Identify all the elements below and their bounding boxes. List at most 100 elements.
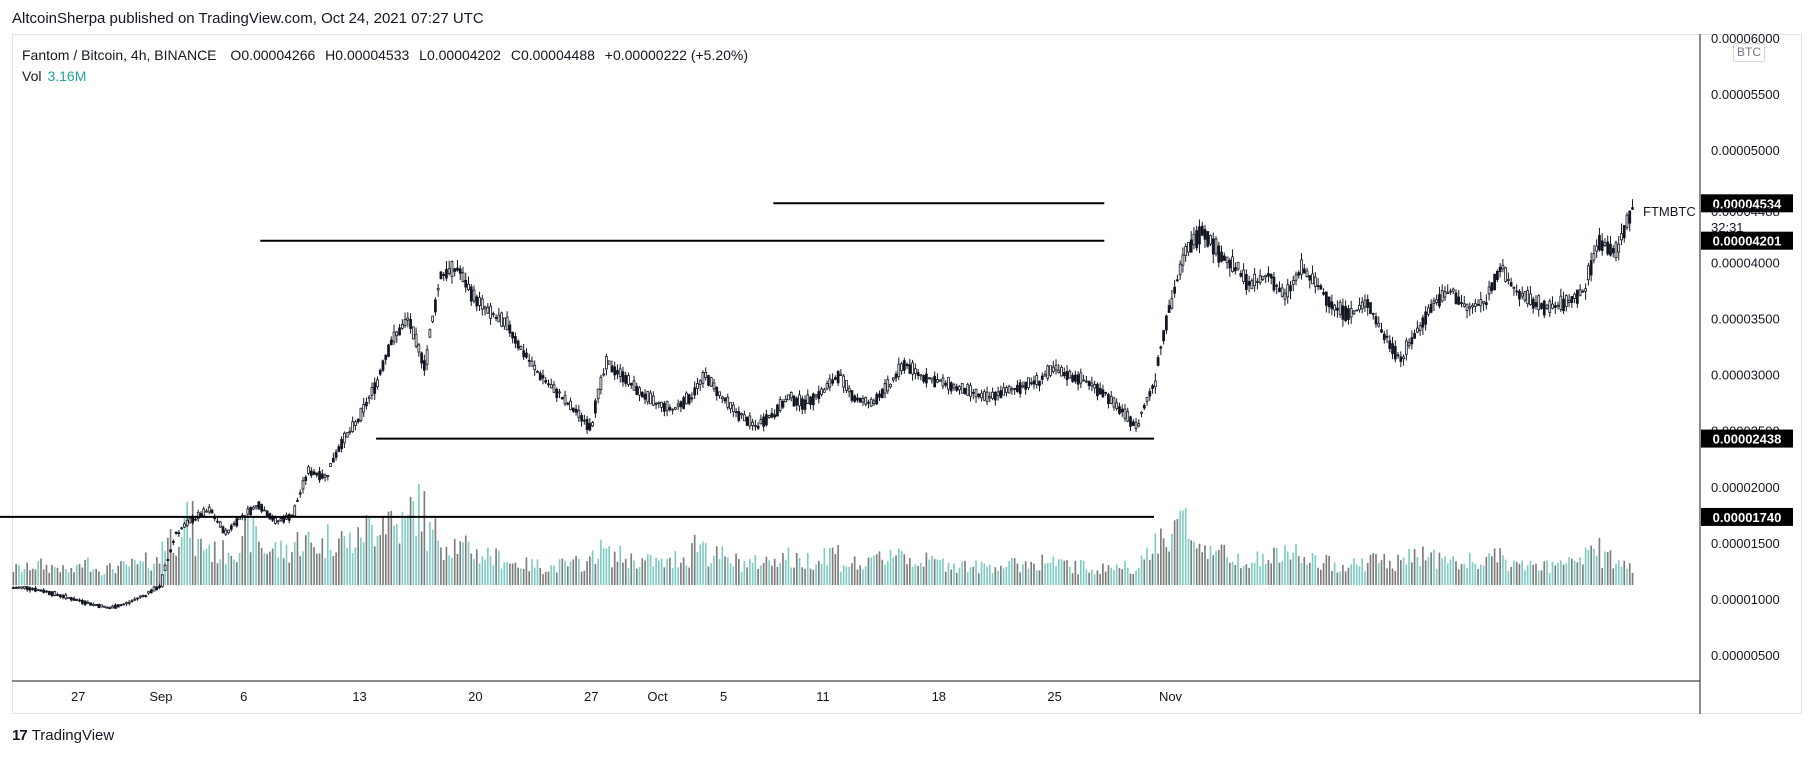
candle-body (519, 346, 523, 350)
candle-body (1071, 375, 1074, 382)
candle-body (1542, 300, 1546, 316)
volume-bar (917, 565, 919, 585)
candle-body (1021, 385, 1025, 388)
volume-bar (859, 565, 862, 585)
candle-body (392, 331, 396, 343)
volume-bar (327, 524, 329, 585)
candle-body (194, 518, 197, 521)
volume-bar (1532, 564, 1535, 585)
volume-bar (757, 568, 759, 585)
candle-body (1269, 274, 1273, 279)
volume-bar (503, 562, 506, 585)
candle-body (67, 597, 70, 599)
candle-body (1267, 273, 1270, 277)
candle-body (1507, 278, 1510, 281)
candle-body (265, 510, 269, 517)
candle-body (86, 601, 90, 604)
candle-body (1559, 295, 1563, 310)
candle-body (563, 395, 567, 405)
volume-bar (1388, 560, 1391, 585)
candle-body (1195, 230, 1199, 249)
legend-close-label: C (510, 47, 521, 63)
candle-body (781, 401, 785, 408)
candle-body (704, 372, 708, 378)
candle-body (119, 604, 123, 607)
candle-body (1228, 260, 1232, 269)
candle-body (527, 359, 531, 362)
volume-bar (837, 545, 839, 585)
volume-bar (473, 558, 475, 585)
volume-bar (1008, 560, 1010, 585)
legend-high: 0.00004533 (335, 47, 410, 63)
volume-bar (106, 565, 108, 585)
volume-bar (663, 567, 666, 585)
candle-body (177, 532, 181, 535)
volume-bar (817, 560, 820, 585)
volume-bar (831, 547, 834, 585)
volume-bar (191, 501, 194, 585)
volume-bar (1598, 537, 1601, 585)
volume-bar (150, 570, 153, 585)
volume-bar (710, 562, 713, 585)
candle-body (246, 508, 250, 515)
volume-bar (555, 572, 558, 585)
candle-body (1156, 357, 1160, 366)
candle-body (365, 401, 368, 407)
volume-bar (459, 541, 462, 585)
candle-body (1609, 243, 1612, 256)
volume-bar (773, 558, 776, 585)
candle-body (665, 401, 669, 412)
volume-bar (274, 542, 277, 585)
candle-body (1371, 313, 1375, 315)
volume-bar (219, 559, 222, 585)
volume-bar (1446, 563, 1449, 585)
candle-body (1468, 306, 1472, 309)
volume-bar (1419, 565, 1421, 585)
candle-body (152, 586, 156, 592)
volume-bar (1537, 570, 1540, 585)
volume-bar (84, 559, 86, 585)
candle-body (993, 391, 997, 401)
volume-bar (804, 568, 806, 585)
candle-body (450, 260, 454, 277)
tradingview-logo[interactable]: 17 TradingView (12, 727, 114, 744)
candle-body (1016, 384, 1019, 392)
volume-bar (735, 553, 737, 585)
legend-volume-value: 3.16M (47, 68, 87, 84)
volume-bar (147, 567, 150, 585)
volume-bar (53, 567, 56, 585)
candle-body (1600, 240, 1604, 252)
volume-bar (1091, 569, 1093, 585)
volume-bar (1107, 565, 1110, 585)
volume-bar (829, 548, 831, 585)
volume-bar (484, 559, 486, 585)
volume-bar (1554, 565, 1557, 585)
candle-body (370, 387, 374, 396)
candle-body (1380, 329, 1383, 333)
volume-bar (340, 530, 343, 585)
chart-frame[interactable] (12, 34, 1802, 714)
volume-bar (1361, 558, 1364, 585)
volume-bar (1479, 564, 1482, 585)
candle-body (605, 356, 608, 370)
candle-body (916, 372, 920, 376)
candle-body (1294, 274, 1298, 281)
volume-bar (338, 538, 340, 585)
candle-body (1501, 264, 1505, 270)
candle-body (486, 306, 490, 314)
volume-bar (426, 550, 428, 585)
volume-bar (1289, 559, 1292, 585)
volume-bar (947, 562, 950, 585)
candle-body (1242, 269, 1245, 283)
volume-bar (873, 555, 875, 585)
currency-badge[interactable]: BTC (1733, 43, 1765, 62)
candle-body (820, 388, 823, 395)
volume-bar (75, 564, 78, 585)
candle-body (1247, 281, 1251, 286)
volume-bar (820, 563, 823, 585)
candle-body (508, 324, 512, 334)
volume-bar (619, 545, 622, 585)
volume-bar (1424, 560, 1427, 585)
candle-body (359, 407, 363, 421)
